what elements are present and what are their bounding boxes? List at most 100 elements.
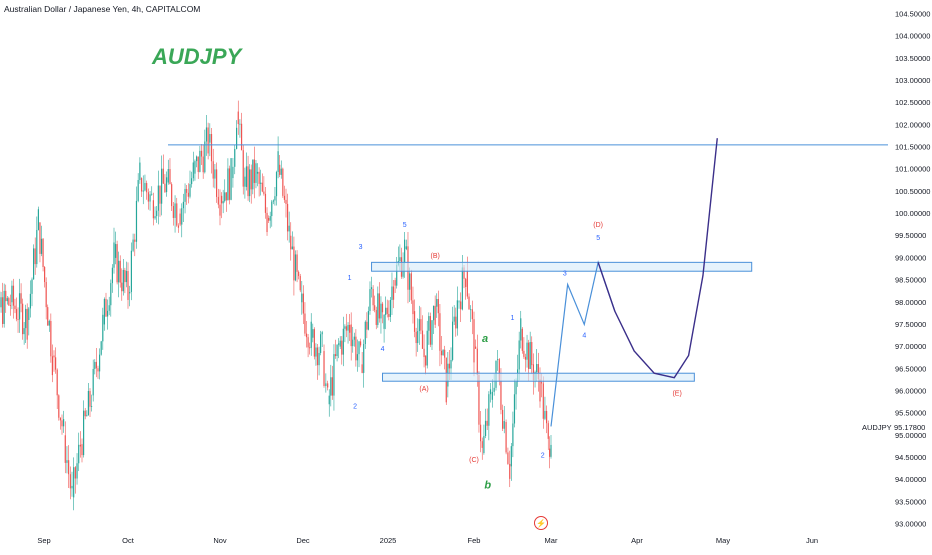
candle-body (433, 306, 434, 320)
price-zone-box[interactable] (383, 373, 695, 381)
candle-body (47, 307, 48, 326)
candle-body (539, 379, 540, 401)
wave-label: (E) (672, 390, 681, 397)
candle-body (52, 356, 53, 375)
candle-body (435, 306, 436, 325)
candle-body (189, 184, 190, 197)
candle-body (436, 299, 437, 307)
candle-body (355, 337, 356, 361)
candle-body (505, 422, 506, 452)
candle-body (159, 186, 160, 204)
candle-body (511, 446, 512, 466)
candle-body (455, 317, 456, 329)
projection-curve[interactable] (598, 138, 717, 377)
symbol-watermark: AUDJPY (152, 44, 241, 70)
candle-body (301, 294, 302, 303)
candle-body (265, 194, 266, 213)
candle-body (216, 169, 217, 197)
candle-body (78, 445, 79, 463)
candle-body (289, 226, 290, 232)
candle-body (374, 305, 375, 310)
candle-body (543, 383, 544, 418)
candle-body (395, 280, 396, 286)
candle-body (485, 421, 486, 436)
candle-body (163, 169, 164, 184)
candle-body (239, 124, 240, 125)
candle-body (504, 421, 505, 429)
lightning-bolt-icon[interactable]: ⚡ (534, 516, 548, 530)
candle-body (422, 331, 423, 349)
candle-body (441, 351, 442, 355)
candle-body (349, 325, 350, 333)
candle-body (75, 467, 76, 478)
candle-body (198, 156, 199, 171)
price-tick-label: 104.00000 (895, 32, 930, 41)
candle-body (219, 205, 220, 216)
candle-body (251, 169, 252, 189)
time-tick-label: Jun (806, 536, 818, 545)
candle-body (380, 304, 381, 319)
candle-body (117, 244, 118, 282)
candle-body (118, 261, 119, 283)
candle-body (53, 355, 54, 357)
price-axis[interactable]: 104.50000104.00000103.50000103.00000102.… (895, 10, 930, 529)
candle-body (31, 279, 32, 293)
candle-body (243, 150, 244, 186)
candle-body (63, 419, 64, 426)
candle-body (39, 222, 40, 253)
price-tick-label: 100.50000 (895, 187, 930, 196)
candle-body (33, 248, 34, 279)
candle-body (184, 189, 185, 202)
candle-body (257, 172, 258, 174)
wave-label: 5 (596, 235, 600, 242)
candle-body (428, 316, 429, 331)
time-tick-label: Feb (468, 536, 481, 545)
candle-body (42, 239, 43, 267)
candle-body (247, 166, 248, 196)
wave-label: 4 (582, 333, 586, 340)
wave-label: a (482, 333, 488, 345)
candle-body (38, 209, 39, 230)
candle-body (362, 364, 363, 373)
candle-body (287, 204, 288, 231)
candle-body (227, 168, 228, 200)
candle-body (377, 293, 378, 325)
candle-body (36, 230, 37, 264)
candle-body (188, 193, 189, 197)
candle-body (226, 192, 227, 200)
candle-body (404, 240, 405, 264)
candle-body (325, 383, 326, 386)
candle-body (292, 247, 293, 250)
candle-body (136, 201, 137, 242)
projection-zigzag[interactable] (551, 262, 615, 426)
candle-body (472, 309, 473, 319)
candle-body (430, 316, 431, 345)
candle-body (332, 377, 333, 395)
candle-body (282, 169, 283, 196)
candle-body (99, 355, 100, 372)
candle-body (105, 299, 106, 317)
candle-body (102, 315, 103, 342)
candle-body (115, 244, 116, 258)
candle-body (61, 420, 62, 426)
candle-body (502, 410, 503, 429)
candle-body (58, 395, 59, 417)
candle-body (368, 311, 369, 330)
candle-body (149, 194, 150, 201)
candle-body (293, 247, 294, 281)
price-zone-box[interactable] (372, 262, 752, 271)
wave-label: 4 (381, 346, 385, 353)
candle-body (454, 317, 455, 322)
candle-body (176, 203, 177, 225)
candle-body (363, 344, 364, 373)
candle-body (203, 157, 204, 173)
candle-body (500, 381, 501, 410)
candle-body (139, 163, 140, 180)
candle-body (8, 298, 9, 305)
candle-body (278, 151, 279, 172)
candle-body (548, 423, 549, 439)
projection-layer (551, 138, 717, 426)
